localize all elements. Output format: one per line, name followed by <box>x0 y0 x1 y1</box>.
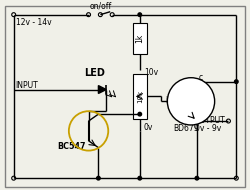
Text: 10k: 10k <box>137 90 143 103</box>
Text: 1k: 1k <box>135 34 144 43</box>
Circle shape <box>234 80 238 83</box>
Polygon shape <box>98 86 106 93</box>
Text: 10v: 10v <box>144 68 158 77</box>
Text: BD679: BD679 <box>173 124 199 133</box>
Circle shape <box>138 112 141 116</box>
Text: INPUT: INPUT <box>16 81 38 89</box>
Text: BC547: BC547 <box>57 142 86 151</box>
Text: LED: LED <box>84 68 105 78</box>
Text: 12v - 14v: 12v - 14v <box>16 17 51 27</box>
Circle shape <box>138 176 141 180</box>
Circle shape <box>195 176 199 180</box>
Text: b: b <box>166 96 170 105</box>
Text: on/off: on/off <box>89 2 112 11</box>
Text: OUTPUT: OUTPUT <box>195 116 226 125</box>
Circle shape <box>97 176 100 180</box>
Bar <box>133 23 147 54</box>
Circle shape <box>167 78 215 125</box>
Text: c: c <box>199 73 203 82</box>
Text: 0v: 0v <box>144 123 153 132</box>
Text: 0v - 9v: 0v - 9v <box>195 124 221 133</box>
Text: e: e <box>199 112 203 121</box>
Circle shape <box>138 13 141 16</box>
Bar <box>133 74 147 119</box>
